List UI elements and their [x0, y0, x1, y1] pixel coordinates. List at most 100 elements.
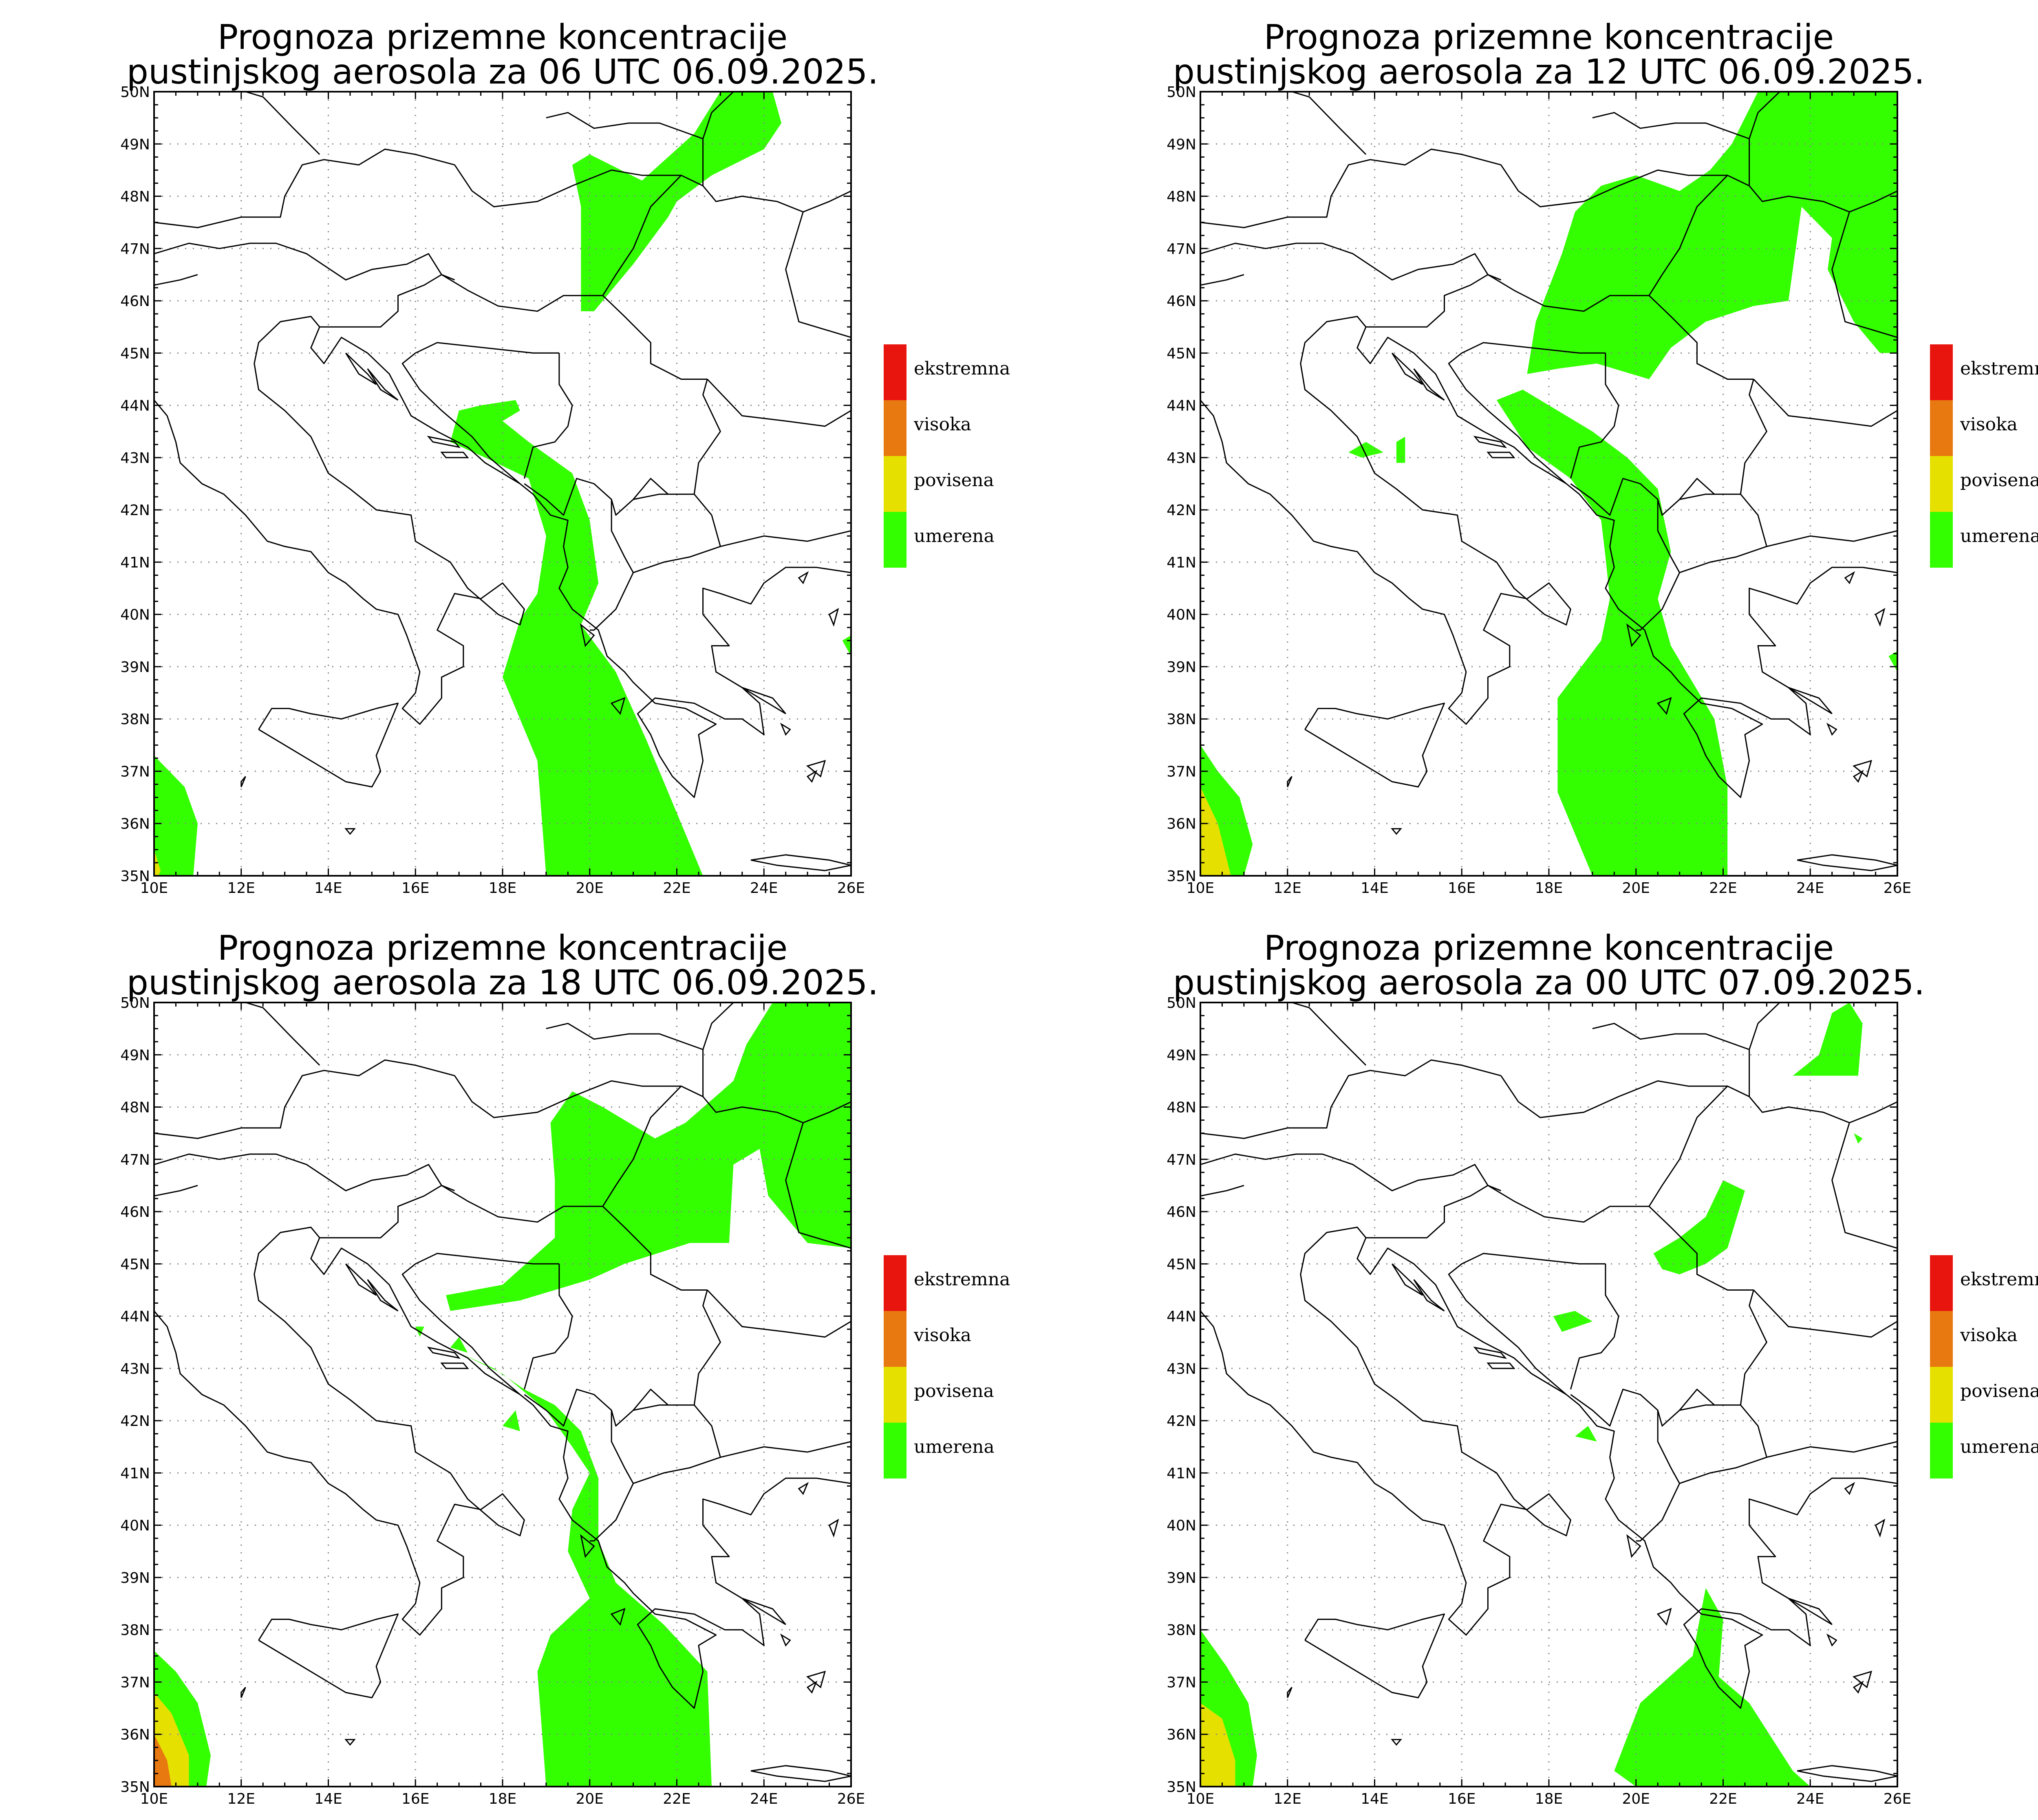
- lon-tick-label: 20E: [1622, 880, 1650, 897]
- island-outline: [427, 1346, 461, 1359]
- lat-tick-label: 47N: [1167, 241, 1196, 258]
- border-line: [1448, 342, 1606, 485]
- lat-tick-label: 44N: [120, 398, 150, 414]
- border-line: [1570, 1264, 1619, 1390]
- legend-swatch-povisena: [1930, 1367, 1953, 1423]
- legend-label-umerena: umerena: [1960, 1437, 2038, 1457]
- lon-tick-label: 24E: [1796, 880, 1824, 897]
- lat-tick-label: 47N: [120, 241, 150, 258]
- legend-label-visoka: visoka: [913, 414, 971, 435]
- lat-tick-label: 37N: [1167, 763, 1196, 780]
- lat-tick-label: 46N: [120, 293, 150, 310]
- lon-tick-label: 16E: [1448, 880, 1476, 897]
- lon-tick-label: 22E: [1709, 880, 1737, 897]
- border-line: [702, 92, 734, 139]
- border-line: [1740, 494, 1767, 547]
- lat-tick-label: 48N: [1167, 189, 1196, 205]
- lon-tick-label: 22E: [663, 1791, 691, 1807]
- lat-tick-label: 48N: [120, 189, 150, 205]
- border-line: [707, 1289, 851, 1338]
- lat-tick-label: 35N: [1167, 868, 1196, 885]
- border-line: [1831, 1122, 1897, 1249]
- border-line: [1500, 1075, 1750, 1118]
- border-line: [1749, 92, 1780, 139]
- forecast-panel-4: Prognoza prizemne koncentracijepustinjsk…: [1167, 928, 2038, 1807]
- legend: ekstremna visoka povisena umerena: [1930, 344, 2038, 568]
- lon-tick-label: 18E: [1535, 880, 1563, 897]
- border-line: [1487, 274, 1649, 312]
- border-line: [523, 353, 573, 479]
- lon-tick-label: 16E: [401, 880, 430, 897]
- lat-tick-label: 35N: [120, 868, 150, 885]
- map-background: [154, 92, 851, 876]
- border-line: [1749, 1003, 1780, 1050]
- border-line: [154, 316, 525, 725]
- lat-tick-label: 49N: [1167, 1047, 1196, 1064]
- lon-tick-label: 20E: [576, 880, 604, 897]
- lon-tick-label: 16E: [401, 1791, 430, 1807]
- lat-tick-label: 40N: [1167, 607, 1196, 624]
- island-outline: [1487, 452, 1515, 458]
- island-outline: [1852, 760, 1873, 778]
- aerosol-area-umerena: [1793, 1003, 1863, 1076]
- border-line: [441, 1185, 603, 1223]
- lat-tick-label: 37N: [120, 763, 150, 780]
- legend-label-visoka: visoka: [1960, 414, 2018, 435]
- island-outline: [440, 452, 469, 458]
- island-outline: [1797, 854, 1897, 871]
- lon-tick-label: 12E: [1273, 1791, 1301, 1807]
- lon-tick-label: 20E: [576, 1791, 604, 1807]
- island-outline: [750, 1765, 851, 1782]
- island-outline: [806, 760, 826, 778]
- lat-tick-label: 46N: [120, 1204, 150, 1221]
- border-line: [1200, 274, 1244, 286]
- panel-title-line1: Prognoza prizemne koncentracije: [1264, 928, 1834, 968]
- forecast-panel-2: Prognoza prizemne koncentracijepustinjsk…: [1167, 17, 2038, 897]
- lat-tick-label: 40N: [1167, 1518, 1196, 1534]
- island-outline: [1656, 697, 1672, 715]
- border-line: [602, 1086, 682, 1207]
- border-line: [785, 1122, 851, 1249]
- border-line: [1356, 326, 1897, 798]
- border-line: [1831, 212, 1897, 338]
- legend-label-ekstremna: ekstremna: [1960, 358, 2038, 379]
- aerosol-area-umerena: [1653, 1180, 1745, 1274]
- lat-tick-label: 36N: [1167, 816, 1196, 833]
- aerosol-area-umerena: [450, 400, 703, 876]
- aerosol-area-umerena: [1527, 92, 1897, 379]
- aerosol-area-povisena: [1200, 787, 1231, 876]
- island-outline: [806, 1680, 818, 1694]
- forecast-panel-1: Prognoza prizemne koncentracijepustinjsk…: [120, 17, 1010, 897]
- border-line: [258, 1613, 399, 1699]
- island-outline: [1413, 1279, 1445, 1312]
- lat-tick-label: 44N: [1167, 398, 1196, 414]
- lon-tick-label: 24E: [750, 880, 778, 897]
- lon-tick-label: 26E: [1884, 880, 1912, 897]
- lon-tick-label: 18E: [489, 880, 517, 897]
- legend-swatch-umerena: [884, 512, 907, 568]
- island-outline: [742, 687, 786, 714]
- forecast-panel-3: Prognoza prizemne koncentracijepustinjsk…: [120, 928, 1010, 1807]
- panel-title-line2: pustinjskog aerosola za 06 UTC 06.09.202…: [127, 52, 879, 92]
- border-line: [1753, 1289, 1897, 1338]
- island-outline: [1413, 368, 1445, 401]
- island-outline: [1487, 1362, 1515, 1369]
- lat-tick-label: 41N: [1167, 1465, 1196, 1482]
- border-line: [258, 703, 399, 788]
- border-line: [633, 1388, 669, 1411]
- border-line: [454, 1075, 704, 1118]
- border-line: [154, 148, 455, 228]
- island-outline: [580, 623, 595, 647]
- lat-tick-label: 39N: [120, 1570, 150, 1586]
- aerosol-area-umerena: [1614, 1588, 1811, 1787]
- lon-tick-label: 24E: [750, 1791, 778, 1807]
- aerosol-area-umerena: [1396, 436, 1405, 463]
- lat-tick-label: 37N: [1167, 1674, 1196, 1691]
- island-outline: [828, 1518, 839, 1538]
- island-outline: [1473, 436, 1507, 448]
- lon-tick-label: 18E: [489, 1791, 517, 1807]
- border-line: [1291, 1003, 1367, 1066]
- island-outline: [580, 1534, 595, 1558]
- lat-tick-label: 39N: [1167, 1570, 1196, 1586]
